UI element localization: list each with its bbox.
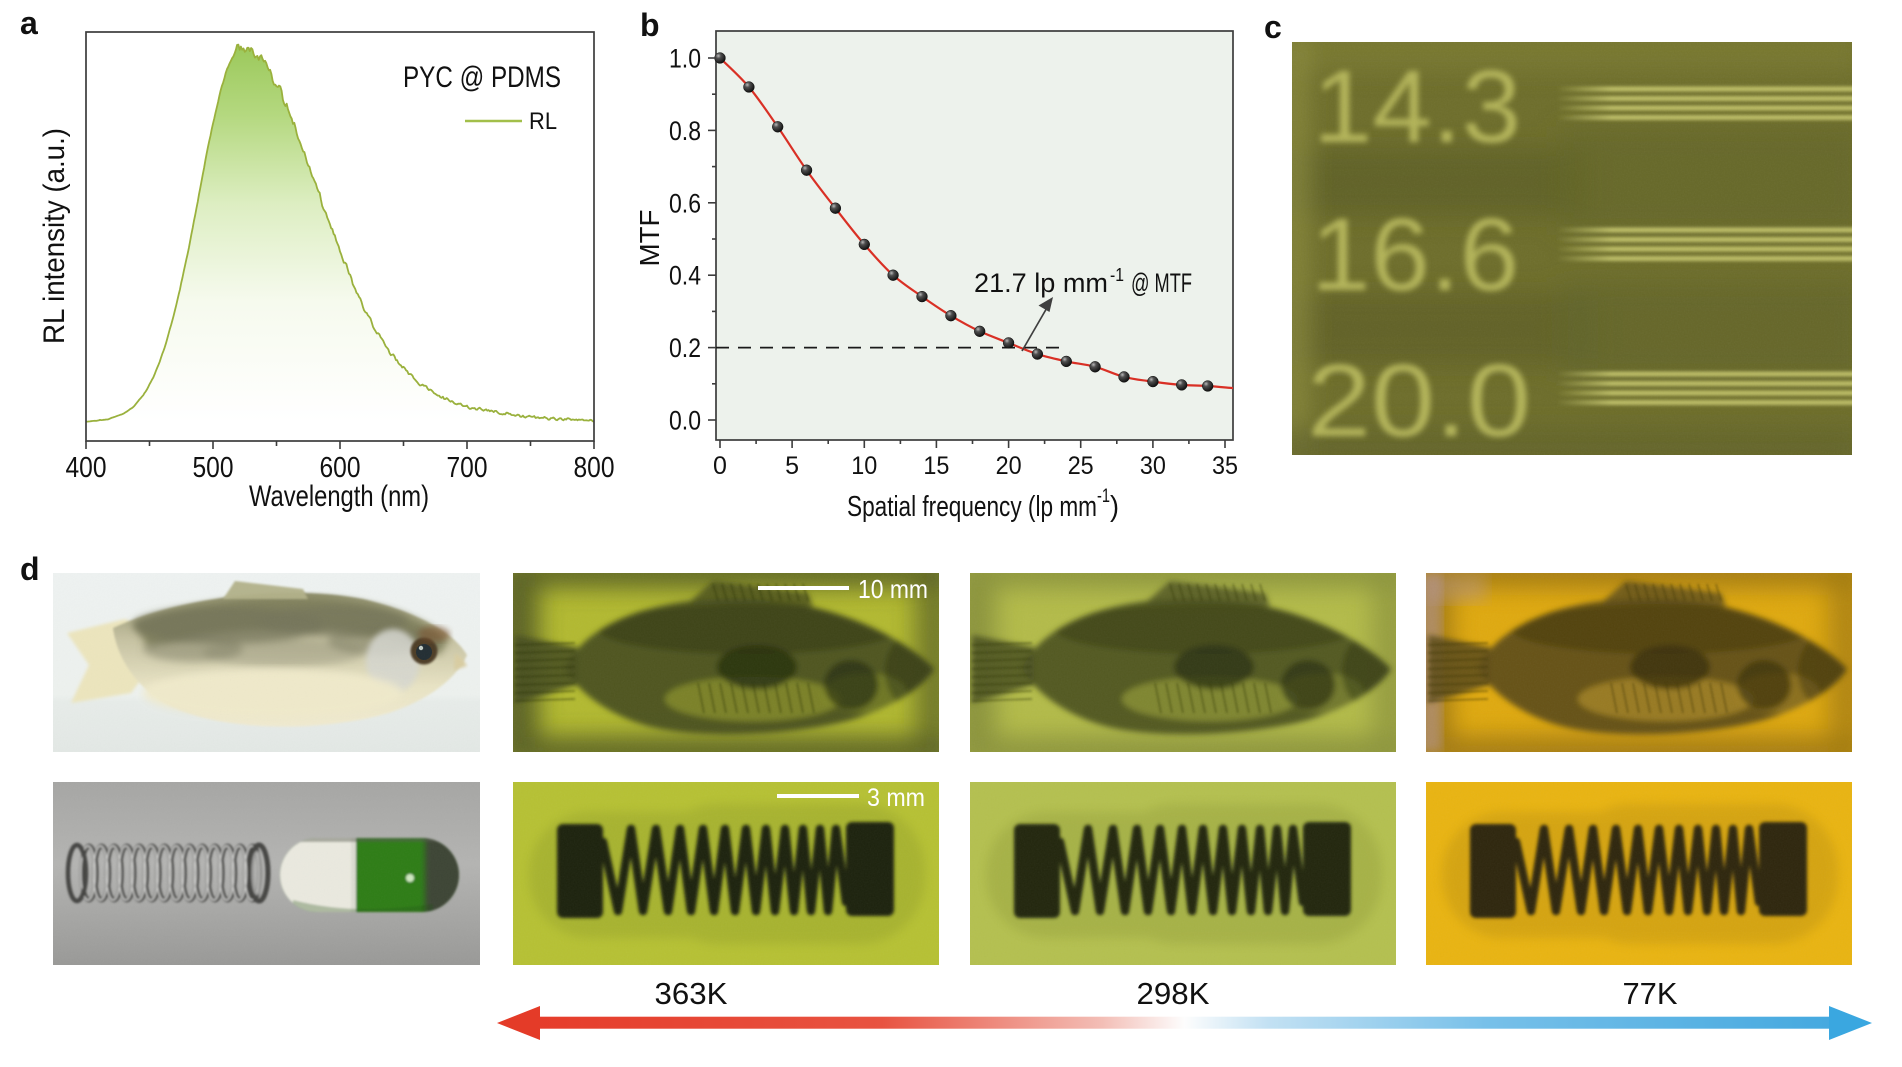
svg-text:Wavelength (nm): Wavelength (nm) bbox=[249, 480, 429, 513]
svg-text:0.4: 0.4 bbox=[669, 261, 701, 291]
svg-text:10 mm: 10 mm bbox=[858, 574, 928, 604]
svg-text:c: c bbox=[1264, 9, 1282, 45]
svg-text:20: 20 bbox=[996, 452, 1022, 480]
svg-text:700: 700 bbox=[447, 452, 488, 484]
svg-text:21.7 lp mm: 21.7 lp mm bbox=[974, 268, 1108, 298]
svg-text:RL intensity (a.u.): RL intensity (a.u.) bbox=[38, 128, 71, 344]
svg-text:MTF: MTF bbox=[634, 210, 665, 267]
svg-text:5: 5 bbox=[785, 452, 799, 480]
svg-text:0.6: 0.6 bbox=[669, 188, 701, 218]
svg-text:363K: 363K bbox=[655, 976, 728, 1011]
svg-text:@ MTF: @ MTF bbox=[1131, 268, 1192, 298]
svg-text:0.8: 0.8 bbox=[669, 116, 701, 146]
svg-text:1.0: 1.0 bbox=[669, 44, 701, 74]
svg-text:0.2: 0.2 bbox=[669, 333, 701, 363]
svg-text:600: 600 bbox=[320, 452, 361, 484]
svg-text:d: d bbox=[20, 551, 40, 587]
svg-text:a: a bbox=[20, 5, 38, 41]
svg-text:15: 15 bbox=[923, 452, 949, 480]
svg-text:298K: 298K bbox=[1137, 976, 1210, 1011]
svg-text:400: 400 bbox=[66, 452, 107, 484]
svg-text:b: b bbox=[640, 7, 660, 43]
svg-text:Spatial frequency (lp mm: Spatial frequency (lp mm bbox=[847, 491, 1097, 523]
svg-text:0: 0 bbox=[713, 452, 727, 480]
svg-text:800: 800 bbox=[574, 452, 615, 484]
svg-text:35: 35 bbox=[1212, 452, 1238, 480]
svg-text:0.0: 0.0 bbox=[669, 406, 701, 436]
svg-text:77K: 77K bbox=[1623, 976, 1678, 1011]
svg-text:10: 10 bbox=[851, 452, 877, 480]
svg-text:25: 25 bbox=[1068, 452, 1094, 480]
svg-text:-1: -1 bbox=[1097, 486, 1110, 507]
svg-text:-1: -1 bbox=[1110, 265, 1124, 285]
svg-text:3 mm: 3 mm bbox=[867, 784, 925, 812]
svg-text:30: 30 bbox=[1140, 452, 1166, 480]
svg-text:RL: RL bbox=[529, 108, 557, 135]
svg-text:PYC @ PDMS: PYC @ PDMS bbox=[403, 61, 561, 94]
svg-text:): ) bbox=[1110, 491, 1119, 523]
svg-text:500: 500 bbox=[193, 452, 234, 484]
